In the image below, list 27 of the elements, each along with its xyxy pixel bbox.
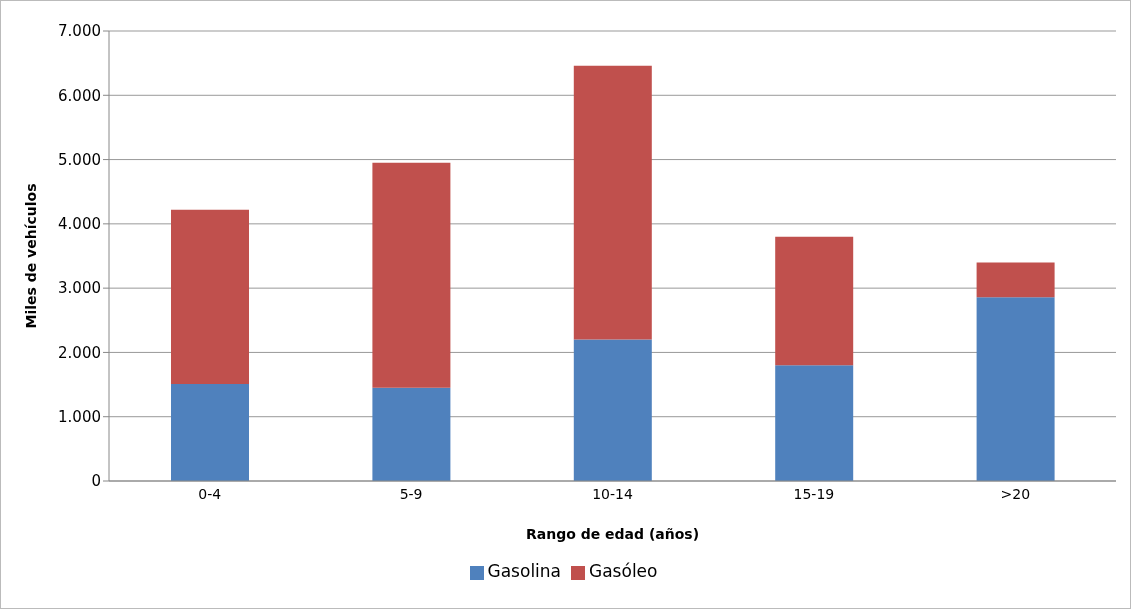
- y-tick-label: 0: [91, 472, 101, 491]
- y-tick-label: 1.000: [58, 408, 101, 427]
- x-tick-label: 10-14: [592, 485, 633, 502]
- y-tick-label: 4.000: [58, 215, 101, 234]
- legend-label: Gasóleo: [589, 561, 658, 581]
- y-tick-label: 7.000: [58, 22, 101, 41]
- bar: [171, 209, 249, 384]
- x-tick-label: 15-19: [793, 485, 835, 502]
- y-tick-label: 3.000: [58, 279, 101, 298]
- bar: [372, 387, 451, 481]
- bar: [976, 297, 1055, 481]
- x-tick-label: 5-9: [399, 485, 423, 502]
- y-tick-label: 5.000: [58, 150, 101, 169]
- x-tick-label: >20: [1000, 485, 1031, 502]
- bar: [171, 383, 249, 481]
- bar: [775, 365, 854, 481]
- y-tick-label: 6.000: [58, 86, 101, 105]
- bar: [573, 339, 652, 481]
- bar: [976, 262, 1055, 298]
- x-axis-title: Rango de edad (años): [525, 526, 700, 542]
- y-tick-label: 2.000: [58, 343, 101, 362]
- bar: [573, 65, 652, 340]
- x-tick-label: 0-4: [198, 485, 222, 502]
- bar: [775, 236, 854, 366]
- y-axis-title: Miles de vehículos: [22, 183, 39, 329]
- legend-label: Gasolina: [487, 561, 562, 581]
- bar: [372, 162, 451, 388]
